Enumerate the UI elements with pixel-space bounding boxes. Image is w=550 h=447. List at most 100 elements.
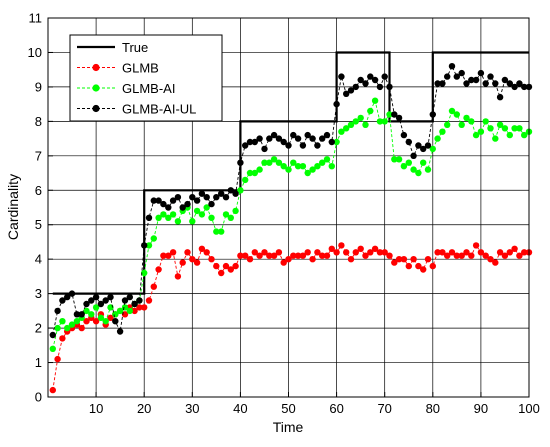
data-point-glmb (410, 256, 417, 263)
data-point-glmb-ai (150, 235, 157, 242)
data-point-glmb-ai-ul (218, 190, 225, 197)
data-point-glmb-ai-ul (492, 80, 499, 87)
data-point-glmb (275, 249, 283, 256)
data-point-glmb-ai (88, 311, 95, 318)
data-point-glmb-ai-ul (145, 214, 153, 221)
data-point-glmb-ai-ul (405, 138, 412, 146)
data-point-glmb (290, 252, 297, 259)
data-point-glmb-ai-ul (193, 197, 201, 204)
data-point-glmb-ai (410, 166, 417, 173)
data-point-glmb (193, 259, 201, 266)
data-point-glmb-ai (352, 118, 359, 125)
data-point-glmb (218, 269, 225, 277)
data-point-glmb-ai-ul (184, 200, 191, 208)
data-point-glmb-ai-ul (121, 297, 129, 304)
data-point-glmb-ai (506, 131, 513, 139)
data-point-glmb-ai-ul (376, 83, 384, 91)
x-axis-label: Time (273, 419, 304, 435)
data-point-glmb (444, 252, 451, 259)
data-point-glmb-ai-ul (511, 83, 518, 91)
data-point-glmb-ai (97, 314, 105, 321)
data-point-glmb-ai-ul (73, 311, 81, 318)
data-point-glmb-ai (420, 159, 427, 166)
data-point-glmb-ai (304, 169, 311, 177)
data-point-glmb-ai-ul (174, 194, 182, 201)
data-point-glmb (285, 256, 292, 263)
data-point-glmb-ai (49, 345, 56, 352)
data-point-glmb-ai-ul (150, 197, 157, 204)
legend-label-true: True (122, 40, 148, 55)
y-tick-label: 2 (35, 321, 42, 336)
data-point-glmb-ai-ul (521, 83, 528, 91)
data-point-glmb-ai (323, 156, 331, 163)
data-point-glmb-ai (400, 163, 408, 170)
data-point-glmb-ai-ul (506, 80, 513, 87)
data-point-glmb-ai-ul (275, 135, 283, 142)
data-point-glmb-ai-ul (424, 142, 432, 149)
series-group (49, 51, 533, 394)
x-tick-label: 60 (329, 401, 343, 416)
data-point-glmb (251, 249, 258, 256)
data-point-glmb-ai (444, 121, 451, 128)
data-point-glmb-ai-ul (501, 76, 509, 84)
x-tick-label: 100 (518, 401, 540, 416)
data-point-glmb-ai-ul (136, 297, 143, 304)
data-point-glmb-ai-ul (208, 200, 215, 208)
data-point-glmb-ai-ul (251, 138, 258, 146)
data-point-glmb-ai-ul (237, 159, 244, 166)
data-point-glmb (434, 249, 441, 256)
data-point-glmb-ai-ul (448, 62, 456, 70)
data-point-glmb-ai (472, 131, 480, 139)
data-point-glmb-ai (112, 311, 119, 318)
data-point-glmb-ai-ul (213, 194, 220, 201)
data-point-glmb (270, 252, 278, 259)
data-point-glmb-ai-ul (381, 73, 388, 80)
data-point-glmb-ai (482, 118, 489, 125)
x-tick-label: 70 (377, 401, 391, 416)
data-point-glmb (400, 256, 408, 263)
data-point-glmb (371, 245, 379, 252)
data-point-glmb-ai (59, 318, 66, 325)
data-point-glmb-ai (376, 118, 384, 125)
data-point-glmb-ai-ul (429, 111, 436, 118)
data-point-glmb-ai (424, 166, 432, 173)
data-point-glmb-ai-ul (367, 73, 374, 80)
data-point-glmb-ai (155, 214, 162, 221)
data-point-glmb-ai-ul (496, 94, 504, 101)
data-point-glmb-ai-ul (314, 142, 321, 149)
data-point-glmb (405, 262, 412, 270)
data-point-glmb-ai-ul (83, 300, 90, 308)
data-point-glmb (521, 249, 528, 256)
data-point-glmb-ai-ul (54, 307, 61, 315)
data-point-glmb (232, 262, 239, 270)
data-point-glmb (169, 249, 177, 256)
data-point-glmb-ai (333, 138, 340, 146)
data-point-glmb-ai-ul (97, 300, 105, 308)
y-tick-label: 9 (35, 79, 42, 94)
legend-marker-glmb-ai (92, 84, 100, 92)
data-point-glmb-ai (458, 121, 465, 128)
data-point-glmb-ai (468, 118, 475, 125)
data-point-glmb (472, 242, 480, 249)
data-point-glmb (468, 252, 475, 259)
data-point-glmb (198, 245, 206, 252)
data-point-glmb (453, 252, 460, 259)
data-point-glmb (376, 249, 384, 256)
data-point-glmb (309, 256, 316, 263)
data-point-glmb-ai-ul (420, 145, 427, 153)
data-point-glmb-ai-ul (444, 73, 451, 80)
x-tick-label: 50 (281, 401, 295, 416)
data-point-glmb-ai-ul (328, 138, 335, 146)
data-point-glmb (333, 249, 340, 256)
y-tick-label: 8 (35, 114, 42, 129)
data-point-glmb (213, 262, 220, 270)
data-point-glmb (59, 335, 66, 342)
data-point-glmb (314, 249, 321, 256)
data-point-glmb (415, 262, 422, 270)
data-point-glmb-ai (165, 214, 172, 221)
data-point-glmb-ai-ul (285, 142, 292, 149)
legend-label-glmb: GLMB (122, 61, 159, 76)
data-point-glmb (347, 256, 355, 263)
data-point-glmb (506, 249, 513, 256)
